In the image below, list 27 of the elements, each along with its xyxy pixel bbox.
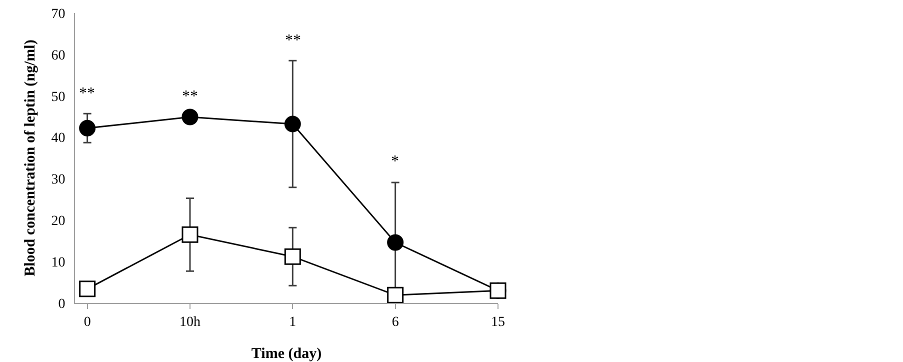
x-axis-title: Time (day) xyxy=(251,346,322,362)
annotation: ** xyxy=(182,88,198,105)
x-tick-label: 10h xyxy=(179,314,200,330)
annotation: ** xyxy=(285,32,301,49)
annotation: * xyxy=(391,153,399,170)
x-tick-label: 15 xyxy=(491,314,505,330)
y-tick-label: 20 xyxy=(51,214,66,230)
point xyxy=(387,286,404,304)
point xyxy=(284,248,301,265)
y-tick-label: 50 xyxy=(51,90,66,105)
y-tick-label: 0 xyxy=(58,296,66,312)
x-tick-label: 0 xyxy=(84,314,91,330)
y-axis-title: Blood concentration of leptin (ng/ml) xyxy=(22,40,38,276)
point xyxy=(182,226,198,243)
y-tick-label: 10 xyxy=(51,255,66,270)
y-tick-label: 70 xyxy=(51,6,66,22)
point xyxy=(182,108,198,126)
y-tick-label: 40 xyxy=(51,131,66,146)
y-tick-label: 30 xyxy=(51,172,66,188)
point xyxy=(284,116,301,132)
annotation: ** xyxy=(79,85,95,102)
point xyxy=(79,120,96,136)
x-tick-label: 1 xyxy=(289,314,296,330)
point xyxy=(79,280,96,298)
point xyxy=(387,234,404,251)
y-tick-label: 60 xyxy=(51,48,66,64)
x-tick-label: 6 xyxy=(392,314,399,330)
